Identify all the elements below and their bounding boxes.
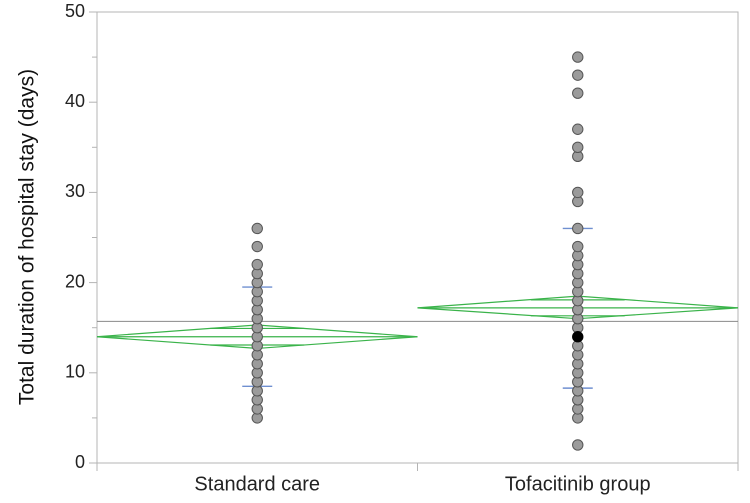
data-point: [572, 51, 584, 63]
x-category-label: Tofacitinib group: [505, 473, 651, 495]
data-point: [251, 222, 263, 235]
x-axis: Standard care Tofacitinib group: [96, 463, 739, 495]
data-point: [572, 240, 584, 253]
data-point: [572, 69, 584, 81]
y-tick-label: 30: [65, 181, 85, 201]
data-point: [572, 123, 584, 135]
data-point: [572, 186, 584, 199]
y-tick-label: 0: [75, 452, 85, 472]
y-axis-title: Total duration of hospital stay (days): [16, 69, 39, 405]
data-point: [572, 87, 584, 99]
y-tick-label: 40: [65, 91, 85, 111]
data-point: [251, 258, 263, 271]
data-point: [251, 240, 263, 253]
data-point: [572, 141, 584, 154]
y-tick-label: 20: [65, 271, 85, 291]
x-category-label: Standard care: [194, 473, 320, 495]
y-tick-label: 50: [65, 1, 85, 21]
y-axis: 0 10 20 30 40 50: [65, 1, 97, 472]
y-tick-label: 10: [65, 362, 85, 382]
plot-frame: [96, 11, 739, 464]
data-point: [572, 439, 584, 451]
data-point: [572, 222, 584, 235]
plot-marks: [96, 51, 739, 451]
highlighted-data-point: [572, 331, 584, 343]
